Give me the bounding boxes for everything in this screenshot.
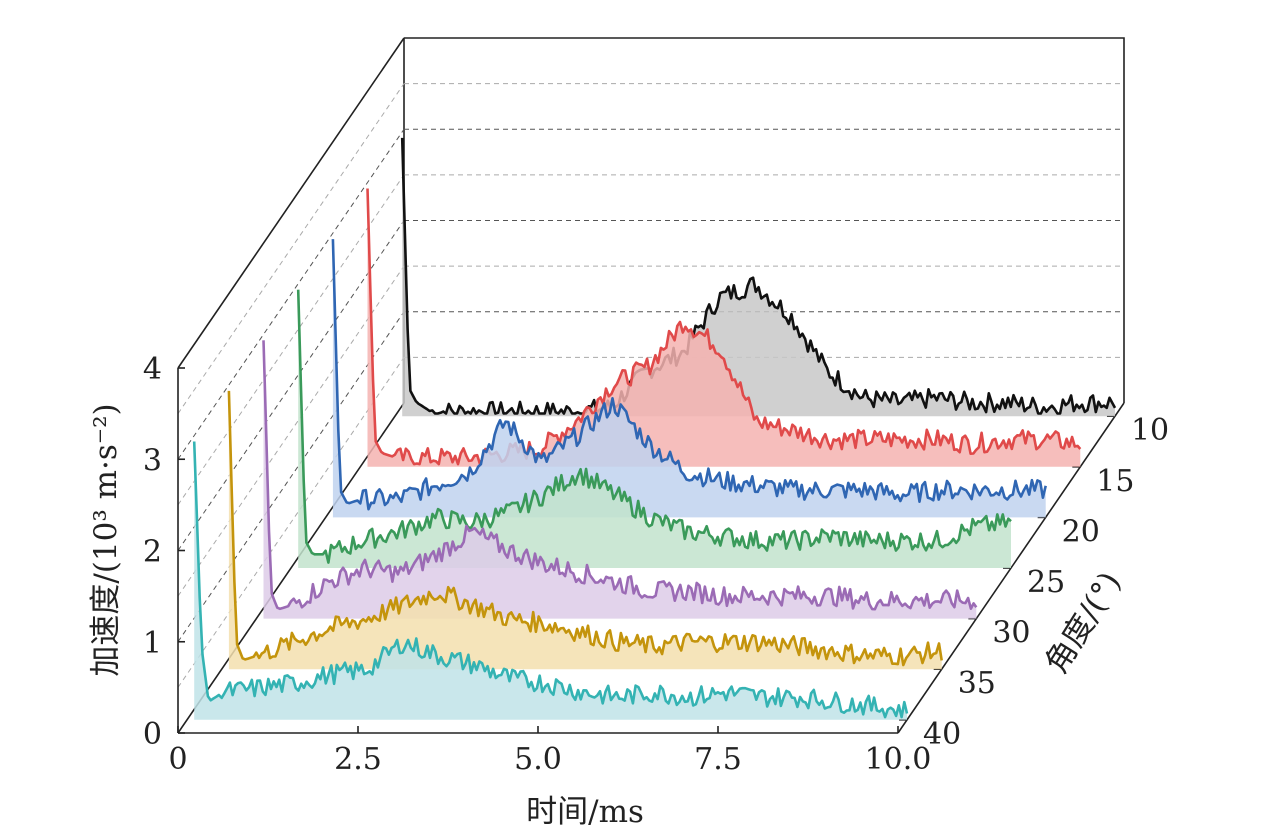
z-tick-label: 30 xyxy=(992,616,1030,651)
z-tick-label: 15 xyxy=(1096,464,1134,499)
z-tick-label: 25 xyxy=(1027,565,1065,600)
floor-left-edge xyxy=(177,402,405,734)
series-group xyxy=(192,137,1117,720)
side-grid-line xyxy=(177,128,405,460)
x-tick-label: 7.5 xyxy=(694,742,742,777)
x-tick-label: 10.0 xyxy=(865,742,932,777)
series-line-30 xyxy=(262,340,978,611)
x-tick-label: 0 xyxy=(168,742,187,777)
chart-frame xyxy=(177,37,1125,734)
x-tick-label: 5.0 xyxy=(514,742,562,777)
y-tick-label: 0 xyxy=(143,717,162,752)
series-fill-15 xyxy=(367,188,1081,467)
y-tick-label: 1 xyxy=(143,626,162,661)
side-grid-line xyxy=(177,220,405,551)
series-fill-30 xyxy=(263,340,977,619)
series-fill-25 xyxy=(298,289,1011,568)
z-tick-label: 35 xyxy=(958,666,996,701)
x-tick-label: 2.5 xyxy=(334,742,382,777)
side-wall-top-edge xyxy=(177,37,405,369)
back-wall-frame xyxy=(404,37,1125,403)
series-line-10 xyxy=(400,137,1117,415)
z-tick-label: 20 xyxy=(1062,514,1100,549)
series-fill-20 xyxy=(332,239,1046,518)
side-grid-line xyxy=(177,357,405,688)
y-tick-label: 2 xyxy=(143,535,162,570)
x-axis-label: 时间/ms xyxy=(526,794,644,830)
z-tick-label: 10 xyxy=(1131,413,1169,448)
series-line-20 xyxy=(331,239,1047,511)
side-grid-line xyxy=(177,83,405,414)
side-grid-line xyxy=(177,174,405,506)
side-grid-line xyxy=(177,311,405,643)
y-tick-label: 4 xyxy=(143,352,162,387)
side-grid-line xyxy=(177,265,405,597)
y-axis-label: 加速度/(10³ m·s⁻²) xyxy=(88,403,124,676)
series-line-25 xyxy=(296,289,1012,564)
series-line-40 xyxy=(192,441,909,719)
z-tick-label: 40 xyxy=(923,717,961,752)
y-tick-label: 3 xyxy=(143,443,162,478)
series-fill-10 xyxy=(402,137,1115,417)
series-line-35 xyxy=(227,390,943,667)
tick-labels: 0 2.5 5.0 7.5 10.0 0 1 2 3 4 10 15 20 25 30 35 40 xyxy=(143,352,1169,777)
